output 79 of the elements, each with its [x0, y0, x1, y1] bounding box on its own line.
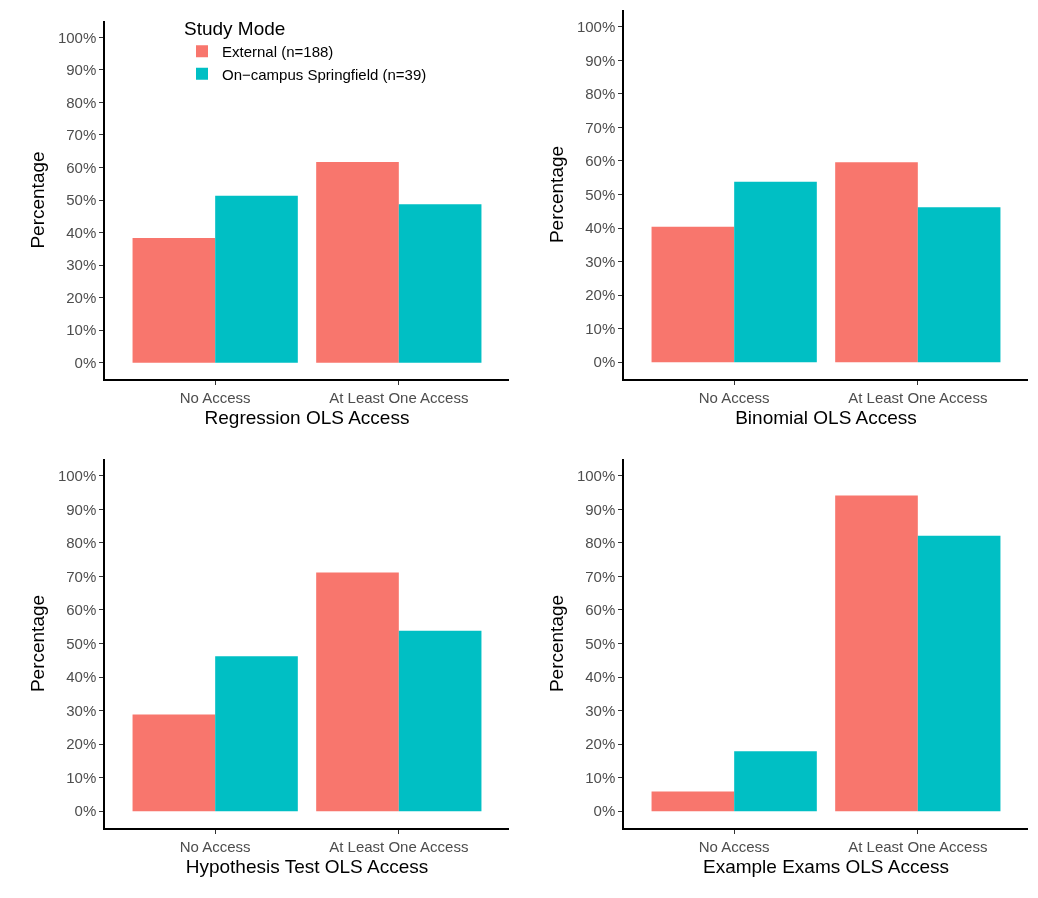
y-tick-label: 70%: [66, 567, 97, 585]
y-tick-label: 30%: [585, 252, 616, 270]
y-tick-label: 100%: [57, 28, 97, 46]
y-tick-label: 20%: [585, 286, 616, 304]
x-tick-label: No Access: [179, 388, 251, 406]
y-tick-label: 90%: [66, 500, 97, 518]
x-tick-label: No Access: [698, 388, 770, 406]
legend-label: On−campus Springfield (n=39): [222, 65, 427, 83]
y-tick-label: 10%: [66, 768, 97, 786]
y-tick-label: 80%: [585, 534, 616, 552]
y-axis-title: Percentage: [546, 145, 568, 244]
y-tick-label: 20%: [66, 288, 97, 306]
bar: [132, 238, 216, 363]
bar: [835, 495, 918, 812]
y-tick-label: 20%: [585, 735, 616, 753]
y-tick-label: 70%: [585, 118, 616, 136]
y-tick-label: 60%: [66, 158, 97, 176]
y-axis-title: Percentage: [27, 151, 49, 249]
y-tick-label: 10%: [585, 768, 616, 786]
x-tick-label: At Least One Access: [848, 837, 988, 855]
bar: [835, 162, 918, 363]
y-tick-label: 0%: [74, 802, 97, 820]
y-tick-label: 80%: [66, 93, 97, 111]
y-tick-label: 30%: [66, 256, 97, 274]
y-tick-label: 0%: [593, 353, 616, 371]
y-tick-label: 90%: [585, 51, 616, 69]
bar: [734, 751, 817, 812]
y-tick-label: 30%: [585, 701, 616, 719]
bar: [917, 535, 1001, 812]
bar: [917, 207, 1001, 363]
bar: [215, 656, 298, 812]
bar: [316, 572, 399, 812]
y-tick-label: 90%: [66, 61, 97, 79]
y-tick-label: 40%: [585, 219, 616, 237]
y-tick-label: 50%: [585, 185, 616, 203]
legend-title: Study Mode: [184, 17, 286, 39]
y-tick-label: 70%: [585, 567, 616, 585]
bar: [398, 630, 482, 812]
y-tick-label: 80%: [66, 534, 97, 552]
y-tick-label: 90%: [585, 500, 616, 518]
y-tick-label: 0%: [74, 353, 97, 371]
x-tick-label: No Access: [698, 837, 770, 855]
y-tick-label: 80%: [585, 85, 616, 103]
y-tick-label: 100%: [57, 467, 97, 485]
y-tick-label: 40%: [66, 668, 97, 686]
y-tick-label: 20%: [66, 735, 97, 753]
y-tick-label: 60%: [66, 601, 97, 619]
x-axis-title: Example Exams OLS Access: [702, 856, 950, 878]
y-tick-label: 50%: [585, 634, 616, 652]
y-axis-title: Percentage: [27, 594, 49, 693]
y-tick-label: 60%: [585, 601, 616, 619]
legend-label: External (n=188): [222, 43, 334, 61]
y-tick-label: 50%: [66, 634, 97, 652]
y-tick-label: 70%: [66, 126, 97, 144]
y-tick-label: 30%: [66, 701, 97, 719]
y-tick-label: 10%: [66, 321, 97, 339]
y-tick-label: 50%: [66, 191, 97, 209]
bar: [734, 181, 817, 363]
y-tick-label: 100%: [576, 467, 616, 485]
x-tick-label: No Access: [179, 837, 251, 855]
bar: [651, 791, 735, 812]
y-tick-label: 40%: [585, 668, 616, 686]
bar: [132, 714, 216, 812]
bar: [215, 195, 298, 363]
bar: [398, 204, 482, 363]
x-axis-title: Regression OLS Access: [204, 407, 410, 429]
y-axis-title: Percentage: [546, 594, 568, 693]
x-axis-title: Binomial OLS Access: [735, 407, 917, 429]
bar: [316, 161, 399, 363]
y-tick-label: 10%: [585, 319, 616, 337]
y-tick-label: 60%: [585, 152, 616, 170]
bar: [651, 226, 735, 363]
y-tick-label: 100%: [576, 18, 616, 36]
x-tick-label: At Least One Access: [848, 388, 988, 406]
x-tick-label: At Least One Access: [329, 388, 469, 406]
y-tick-label: 0%: [593, 802, 616, 820]
x-tick-label: At Least One Access: [329, 837, 469, 855]
y-tick-label: 40%: [66, 223, 97, 241]
x-axis-title: Hypothesis Test OLS Access: [185, 856, 429, 878]
